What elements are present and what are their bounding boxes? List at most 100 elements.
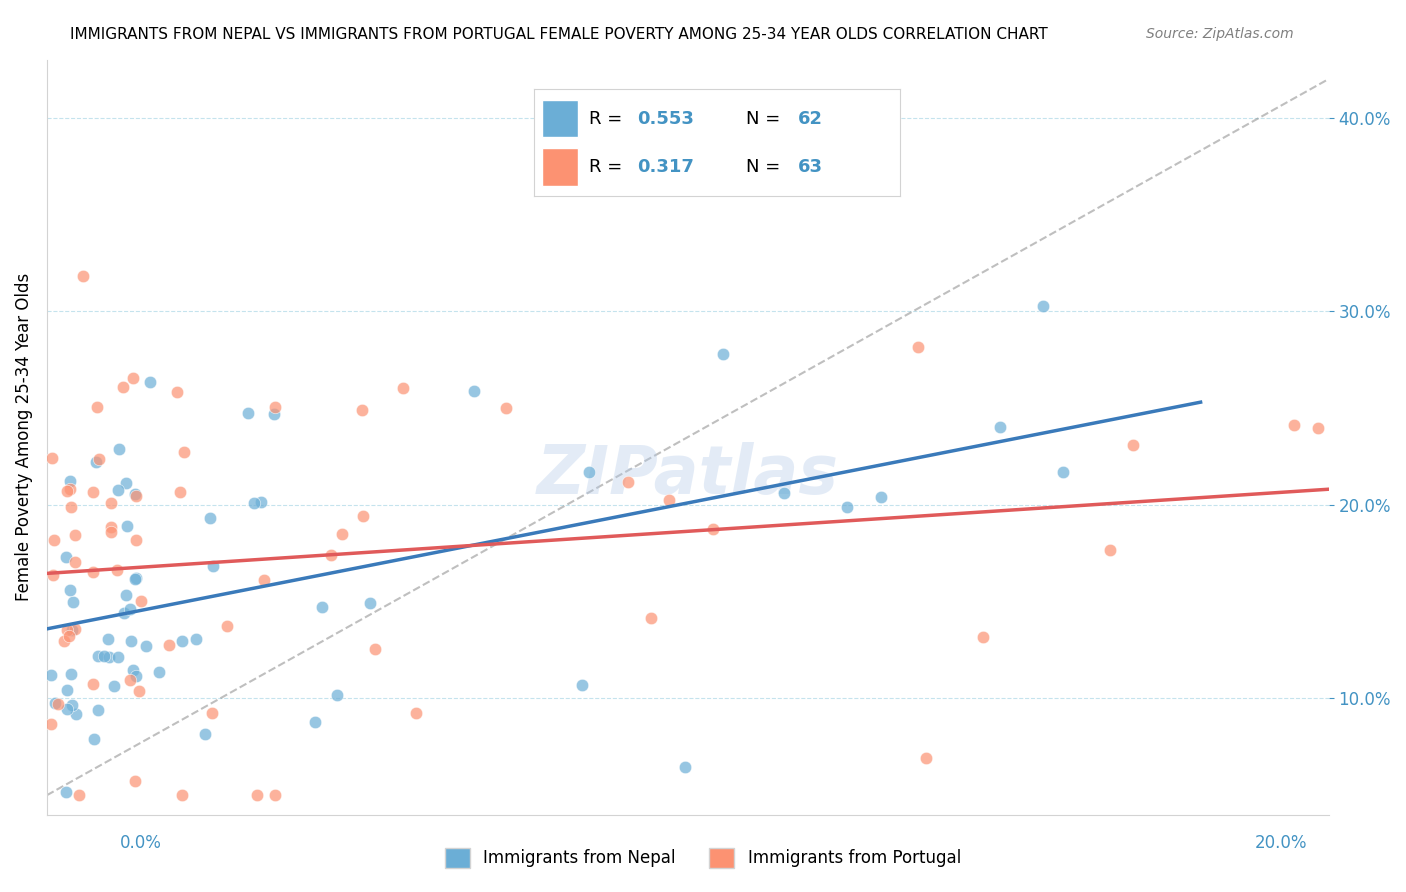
Point xyxy=(63,528,86,542)
Point xyxy=(111,380,134,394)
Point xyxy=(1052,465,1074,479)
Point xyxy=(186,632,208,647)
Point xyxy=(39,716,62,731)
Point xyxy=(60,623,83,637)
Point xyxy=(359,596,381,610)
Point xyxy=(326,688,349,702)
Point xyxy=(246,788,269,802)
Point xyxy=(58,629,80,643)
Point xyxy=(405,706,427,720)
Point xyxy=(115,519,138,533)
Point xyxy=(60,500,83,514)
Point xyxy=(148,665,170,679)
Point xyxy=(907,340,929,354)
Text: N =: N = xyxy=(747,159,780,177)
Point xyxy=(122,370,145,384)
Point xyxy=(125,669,148,683)
Point xyxy=(1122,438,1144,452)
Text: N =: N = xyxy=(747,111,780,128)
Point xyxy=(673,760,696,774)
Point xyxy=(100,495,122,509)
Point xyxy=(56,624,79,638)
Point xyxy=(263,407,285,421)
Point xyxy=(304,715,326,730)
Point xyxy=(87,648,110,663)
Point xyxy=(250,495,273,509)
Point xyxy=(100,520,122,534)
Point xyxy=(87,703,110,717)
Point xyxy=(55,549,77,564)
Point xyxy=(135,639,157,653)
Point xyxy=(264,788,287,802)
Point xyxy=(1308,421,1330,435)
FancyBboxPatch shape xyxy=(541,100,578,137)
Point xyxy=(107,563,129,577)
Y-axis label: Female Poverty Among 25-34 Year Olds: Female Poverty Among 25-34 Year Olds xyxy=(15,273,32,601)
Point xyxy=(125,571,148,585)
Point xyxy=(82,484,104,499)
Point xyxy=(118,673,141,688)
Point xyxy=(52,633,75,648)
Point xyxy=(702,522,724,536)
Point xyxy=(217,619,239,633)
Text: R =: R = xyxy=(589,111,628,128)
Point xyxy=(253,573,276,587)
Point xyxy=(837,500,859,514)
Point xyxy=(1099,543,1122,558)
Point xyxy=(83,731,105,746)
Text: 0.553: 0.553 xyxy=(637,111,693,128)
Point xyxy=(82,565,104,579)
Point xyxy=(658,493,681,508)
Point xyxy=(1282,417,1305,432)
Point xyxy=(63,555,86,569)
Point xyxy=(157,638,180,652)
Point xyxy=(55,483,77,498)
Point xyxy=(112,606,135,620)
Point xyxy=(72,268,94,283)
Point xyxy=(41,451,63,466)
Point xyxy=(120,633,142,648)
Point xyxy=(103,679,125,693)
Point xyxy=(1032,299,1054,313)
Point xyxy=(617,475,640,490)
Text: 0.317: 0.317 xyxy=(637,159,693,177)
Point xyxy=(107,483,129,498)
Point xyxy=(236,406,259,420)
Point xyxy=(124,487,146,501)
Point xyxy=(139,376,162,390)
Point xyxy=(65,623,87,637)
Point xyxy=(352,402,374,417)
Point xyxy=(571,678,593,692)
Point xyxy=(169,485,191,500)
Point xyxy=(166,385,188,400)
Point xyxy=(87,451,110,466)
Point xyxy=(65,706,87,721)
Point xyxy=(332,527,354,541)
Point xyxy=(772,486,794,500)
Point xyxy=(82,676,104,690)
Point xyxy=(93,648,115,663)
Point xyxy=(46,698,69,712)
Point xyxy=(202,558,225,573)
Text: IMMIGRANTS FROM NEPAL VS IMMIGRANTS FROM PORTUGAL FEMALE POVERTY AMONG 25-34 YEA: IMMIGRANTS FROM NEPAL VS IMMIGRANTS FROM… xyxy=(70,27,1047,42)
Point xyxy=(59,483,82,497)
Point xyxy=(125,533,148,547)
Point xyxy=(115,588,138,602)
Point xyxy=(42,533,65,548)
Point xyxy=(121,664,143,678)
Point xyxy=(114,476,136,491)
Point xyxy=(125,489,148,503)
Point xyxy=(120,602,142,616)
Point xyxy=(495,401,517,416)
Point xyxy=(170,634,193,648)
Point xyxy=(59,583,82,598)
Text: 20.0%: 20.0% xyxy=(1256,834,1308,852)
Point xyxy=(131,594,153,608)
Text: 63: 63 xyxy=(797,159,823,177)
Point xyxy=(194,727,217,741)
Text: ZIPatlas: ZIPatlas xyxy=(537,442,839,508)
Point xyxy=(264,400,287,414)
Point xyxy=(170,788,193,802)
Point xyxy=(713,347,735,361)
Point xyxy=(311,600,333,615)
